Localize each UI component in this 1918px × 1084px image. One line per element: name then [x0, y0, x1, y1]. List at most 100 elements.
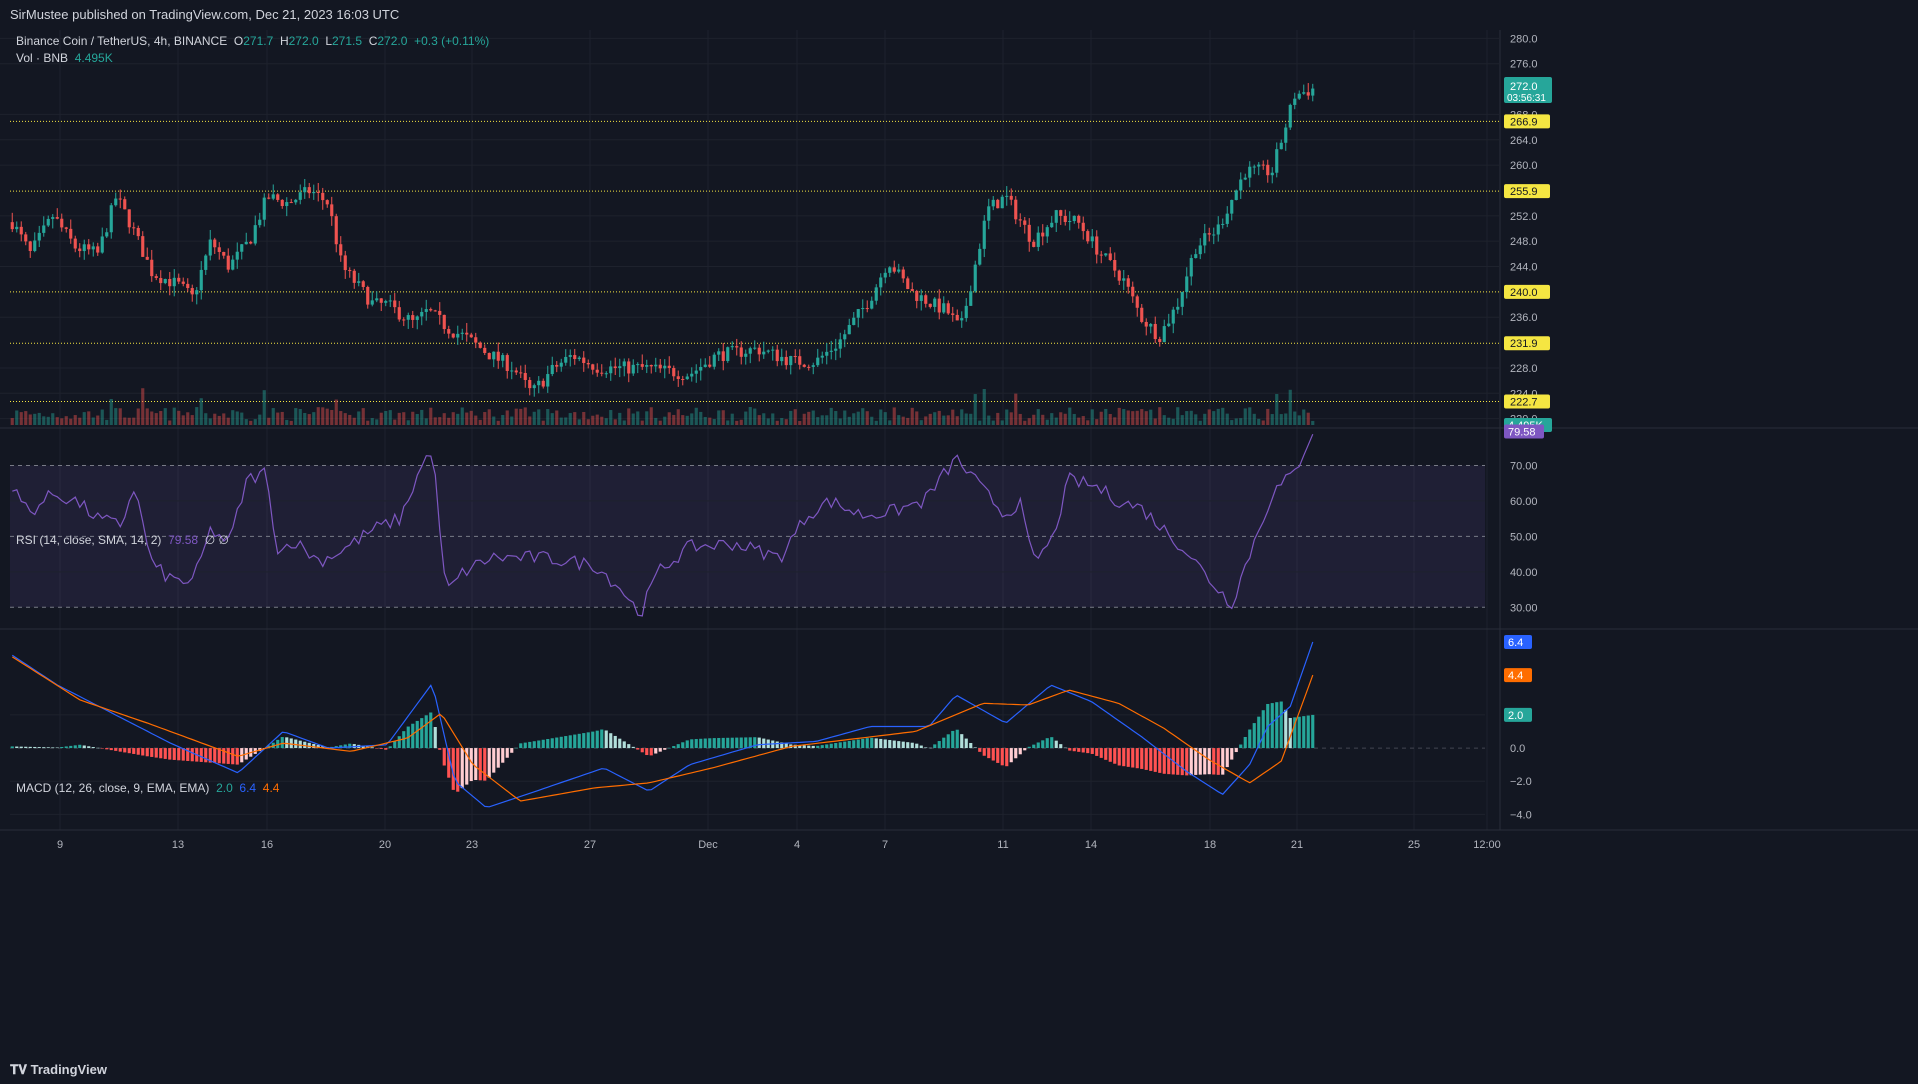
candle-body [186, 283, 190, 289]
macd-histogram-bar [816, 745, 820, 749]
volume-bar [757, 415, 761, 425]
macd-histogram-bar [1288, 717, 1292, 749]
candle-body [510, 370, 514, 372]
candle-body [1045, 227, 1049, 237]
candle-body [964, 305, 968, 319]
macd-histogram-bar [150, 748, 154, 757]
volume-bar [339, 411, 343, 425]
candle-body [663, 365, 667, 369]
volume-bar [492, 416, 496, 425]
candle-body [316, 191, 320, 193]
candle-body [402, 319, 406, 321]
candle-body [204, 255, 208, 270]
volume-bar [793, 409, 797, 425]
macd-histogram-bar [1059, 744, 1063, 749]
level-tag [1504, 114, 1550, 129]
volume-bar [321, 407, 325, 425]
price-tick-label: 228.0 [1510, 363, 1538, 375]
volume-bar [663, 416, 667, 425]
volume-bar [604, 418, 608, 425]
volume-bar [532, 411, 536, 425]
candle-body [240, 244, 244, 252]
candle-body [370, 300, 374, 305]
macd-histogram-bar [1086, 748, 1090, 754]
macd-histogram-bar [978, 748, 982, 752]
candle-body [478, 342, 482, 348]
macd-histogram-bar [555, 737, 559, 749]
macd-histogram-bar [825, 744, 829, 749]
volume-bar [631, 413, 635, 425]
macd-histogram-bar [910, 742, 914, 749]
volume-bar [582, 411, 586, 425]
candle-body [951, 313, 955, 315]
candle-body [334, 216, 338, 245]
candle-body [739, 347, 743, 357]
macd-tick-label: −2.0 [1510, 776, 1532, 788]
candle-body [145, 256, 149, 260]
volume-bar [892, 407, 896, 425]
price-tick-label: 276.0 [1510, 59, 1538, 71]
volume-bar [816, 417, 820, 425]
macd-line [11, 641, 1314, 808]
volume-bar [541, 420, 545, 425]
macd-histogram-bar [717, 737, 721, 749]
volume-bar [600, 416, 604, 425]
volume-bar [150, 411, 154, 425]
candle-body [37, 232, 41, 241]
macd-histogram-bar [127, 748, 131, 754]
volume-bar [1090, 409, 1094, 425]
tradingview-logo[interactable]: 𝐓𝐕 TradingView [10, 1062, 107, 1078]
volume-bar [186, 412, 190, 425]
volume-bar [280, 411, 284, 425]
candle-body [118, 198, 122, 200]
candle-body [681, 379, 685, 381]
candle-body [1005, 195, 1009, 197]
volume-bar [226, 417, 230, 425]
macd-histogram-bar [1230, 748, 1234, 760]
volume-bar [1144, 411, 1148, 425]
macd-histogram-bar [1234, 748, 1238, 753]
volume-bar [636, 411, 640, 425]
candle-body [636, 364, 640, 366]
candle-body [1090, 236, 1094, 242]
candle-body [591, 364, 595, 370]
candle-body [1077, 215, 1081, 223]
candle-body [996, 199, 1000, 209]
volume-label: Vol · BNB [16, 51, 69, 65]
macd-histogram-bar [456, 748, 460, 792]
chart-area[interactable]: 280.0276.0268.0264.0260.0252.0248.0244.0… [0, 28, 1918, 1054]
volume-bar [100, 409, 104, 425]
volume-bar [1036, 409, 1040, 425]
macd-histogram-bar [307, 742, 311, 749]
volume-bar [928, 413, 932, 425]
macd-histogram-bar [1293, 717, 1297, 749]
volume-bar [703, 416, 707, 425]
macd-histogram-bar [654, 748, 658, 754]
macd-histogram-bar [361, 745, 365, 749]
macd-histogram-bar [762, 738, 766, 749]
macd-histogram-bar [1018, 748, 1022, 755]
macd-histogram-bar [982, 748, 986, 756]
candle-body [600, 372, 604, 374]
volume-bar [330, 409, 334, 425]
volume-bar [627, 408, 631, 425]
volume-bar [523, 407, 527, 425]
volume-bar [712, 419, 716, 425]
volume-bar [411, 411, 415, 425]
macd-histogram-bar [226, 748, 230, 764]
macd-histogram-bar [397, 736, 401, 749]
candle-body [69, 228, 73, 239]
candle-body [379, 298, 383, 303]
volume-bar [555, 410, 559, 425]
macd-histogram-bar [573, 734, 577, 749]
volume-bar [1243, 408, 1247, 425]
macd-histogram-bar [541, 739, 545, 749]
candle-body [289, 202, 293, 204]
open-label: O [233, 34, 244, 48]
x-tick-label: 7 [882, 839, 888, 851]
candle-body [1014, 199, 1018, 220]
candle-body [573, 355, 577, 360]
volume-bar [951, 409, 955, 425]
macd-histogram-bar [937, 741, 941, 749]
macd-histogram-bar [964, 738, 968, 749]
